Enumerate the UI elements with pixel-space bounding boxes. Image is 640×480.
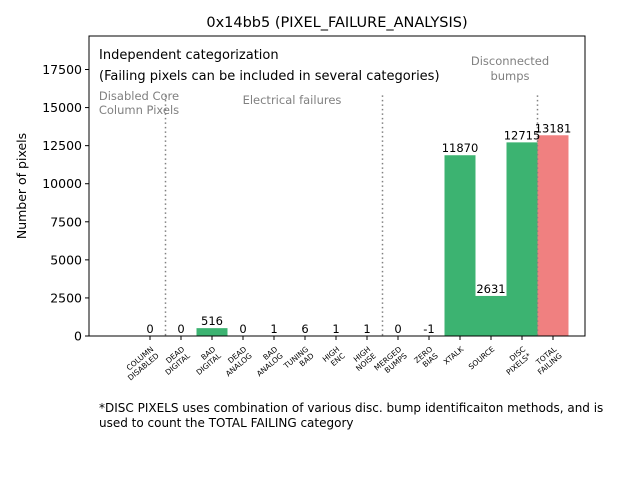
annotation-disabled-core-2: Column Pixels xyxy=(99,103,179,117)
bar-2 xyxy=(196,328,228,336)
y-tick-label-7: 17500 xyxy=(42,62,82,77)
x-tick-label-5: TUNINGBAD xyxy=(281,345,316,378)
value-label-11: 2631 xyxy=(476,282,505,296)
bar-10 xyxy=(444,155,476,336)
value-label-10: 11870 xyxy=(442,141,479,155)
x-tick-label-10-line-0: XTALK xyxy=(442,344,466,367)
legend-line-1: Independent categorization xyxy=(99,48,279,63)
bar-12 xyxy=(506,142,538,336)
annotation-disconnected-1: Disconnected xyxy=(471,54,549,68)
x-tick-label-12: DISCPIXELS* xyxy=(499,344,533,376)
x-tick-label-11-line-0: SOURCE xyxy=(467,344,497,371)
value-label-12: 12715 xyxy=(504,128,541,142)
value-label-6: 1 xyxy=(332,322,339,336)
value-label-13: 13181 xyxy=(535,121,572,135)
value-label-1: 0 xyxy=(177,322,184,336)
x-tick-label-0: COLUMNDISABLED xyxy=(120,344,160,382)
y-tick-label-5: 12500 xyxy=(42,138,82,153)
value-label-9: -1 xyxy=(423,322,434,336)
footnote: *DISC PIXELS uses combination of various… xyxy=(99,401,634,431)
value-label-3: 0 xyxy=(239,322,246,336)
value-label-8: 0 xyxy=(394,322,401,336)
annotation-disabled-core-1: Disabled Core xyxy=(99,89,179,103)
y-tick-label-1: 2500 xyxy=(50,290,82,305)
x-tick-label-9: ZEROBIAS xyxy=(412,344,440,371)
value-label-7: 1 xyxy=(363,322,370,336)
x-tick-label-2: BADDIGITAL xyxy=(189,344,223,377)
x-tick-label-10: XTALK xyxy=(442,344,466,367)
annotation-electrical: Electrical failures xyxy=(243,93,342,107)
y-tick-label-2: 5000 xyxy=(50,252,82,267)
bar-11 xyxy=(475,295,507,336)
x-tick-label-13: TOTALFAILING xyxy=(530,344,564,376)
value-label-2: 516 xyxy=(201,314,223,328)
x-tick-label-1: DEADDIGITAL xyxy=(158,344,192,377)
legend-line-2: (Failing pixels can be included in sever… xyxy=(99,69,440,84)
annotation-disconnected-2: bumps xyxy=(490,69,529,83)
bars-layer xyxy=(196,135,569,337)
plot-frame xyxy=(88,35,586,337)
x-tick-label-6: HIGHENC xyxy=(321,345,347,371)
y-axis-label: Number of pixels xyxy=(14,133,29,239)
y-tick-label-0: 0 xyxy=(74,329,82,344)
footnote-line-1: *DISC PIXELS uses combination of various… xyxy=(99,401,604,415)
y-tick-label-3: 7500 xyxy=(50,214,82,229)
value-label-4: 1 xyxy=(270,322,277,336)
x-tick-label-7: HIGHNOISE xyxy=(349,344,378,373)
x-tick-label-4: BADANALOG xyxy=(249,345,285,379)
value-label-0: 0 xyxy=(146,322,153,336)
chart-title: 0x14bb5 (PIXEL_FAILURE_ANALYSIS) xyxy=(206,15,467,31)
x-tick-label-8: MERGEDBUMPS xyxy=(372,344,409,379)
x-tick-label-3: DEADANALOG xyxy=(218,344,254,378)
bar-13 xyxy=(537,135,569,336)
value-label-5: 6 xyxy=(301,322,308,336)
x-axis: COLUMNDISABLED DEADDIGITAL BADDIGITAL DEADA… xyxy=(120,336,564,382)
y-axis: 0 2500 5000 7500 10000 12500 15000 17500 xyxy=(42,62,89,344)
x-tick-label-11: SOURCE xyxy=(467,344,497,371)
y-tick-label-4: 10000 xyxy=(42,176,82,191)
y-tick-label-6: 15000 xyxy=(42,100,82,115)
footnote-line-2: used to count the TOTAL FAILING category xyxy=(99,416,354,430)
